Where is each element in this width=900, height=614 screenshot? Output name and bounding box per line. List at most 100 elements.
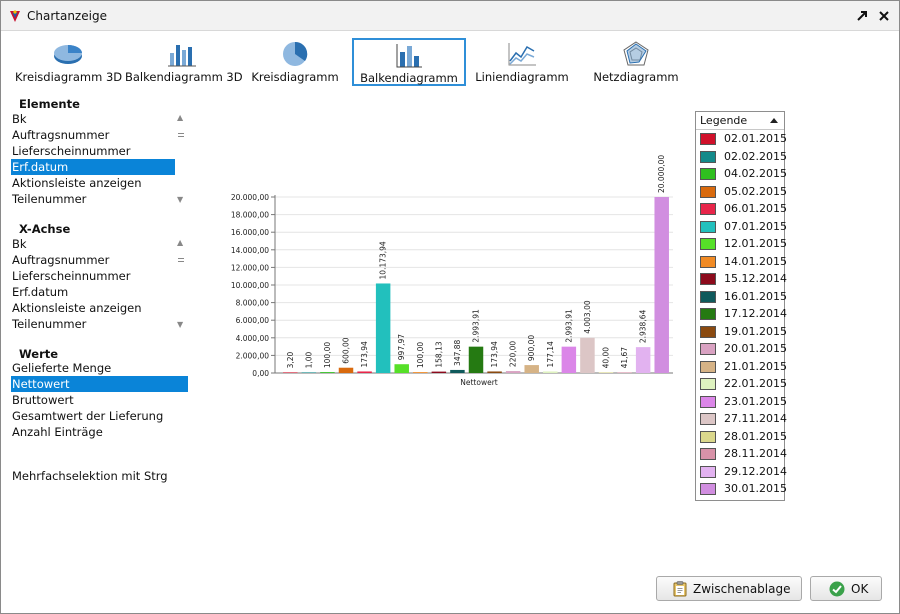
legend-label: 17.12.2014 (724, 307, 787, 320)
legend-swatch (700, 430, 716, 443)
elemente-list[interactable]: Bk Auftragsnummer Lieferscheinnummer Erf… (11, 111, 175, 207)
tool-liniendiagramm[interactable]: Liniendiagramm (475, 39, 569, 87)
clipboard-button[interactable]: Zwischenablage (656, 576, 802, 601)
list-item[interactable]: Gesamtwert der Lieferung (12, 409, 164, 423)
list-item[interactable]: Erf.datum (12, 285, 69, 299)
list-item[interactable]: Auftragsnummer (12, 253, 110, 267)
list-item[interactable]: Aktionsleiste anzeigen (12, 176, 142, 190)
tool-label: Netzdiagramm (593, 70, 679, 84)
line-chart-icon (508, 43, 536, 66)
bar-data-label: 220,00 (509, 341, 518, 367)
tool-balkendiagramm-3d[interactable]: Balkendiagramm 3D (125, 39, 243, 87)
clipboard-icon (673, 580, 687, 596)
tool-label: Kreisdiagramm 3D (15, 70, 123, 84)
tool-kreisdiagramm[interactable]: Kreisdiagramm (251, 39, 339, 87)
y-tick-label: 8.000,00 (236, 299, 270, 308)
bar (580, 337, 595, 373)
legend-swatch (700, 325, 716, 338)
tool-kreisdiagramm-3d[interactable]: Kreisdiagramm 3D (15, 39, 123, 87)
tool-label: Balkendiagramm (360, 71, 458, 85)
list-item-selected[interactable]: Erf.datum (11, 159, 175, 175)
list-item[interactable]: Bk (12, 237, 27, 251)
bar-data-label: 173,94 (360, 341, 369, 367)
bar-data-label: 347,88 (453, 339, 462, 365)
y-tick-label: 2.000,00 (236, 351, 270, 360)
bar-data-label: 20.000,00 (657, 155, 666, 193)
legend-label: 20.01.2015 (724, 342, 787, 355)
legend-header[interactable]: Legende (696, 112, 784, 130)
legend-swatch (700, 290, 716, 303)
bar-data-label: 177,14 (546, 341, 555, 367)
close-icon (879, 11, 889, 21)
list-item-selected[interactable]: Nettowert (11, 376, 188, 392)
list-item[interactable]: Auftragsnummer (12, 128, 110, 142)
bar (617, 372, 632, 373)
legend-label: 19.01.2015 (724, 324, 787, 338)
legend-swatch (700, 483, 716, 495)
scroll-down-icon[interactable]: ▼ (177, 320, 184, 329)
y-tick-label: 0,00 (252, 369, 269, 378)
collapse-caret-icon[interactable] (770, 118, 778, 123)
list-item[interactable]: Lieferscheinnummer (12, 144, 131, 158)
maximize-button[interactable] (853, 7, 871, 25)
legend-swatch (700, 360, 716, 373)
legend-swatch (700, 448, 716, 460)
bar (413, 372, 428, 373)
list-item[interactable]: Anzahl Einträge (12, 425, 103, 439)
legend-label: 29.12.2014 (724, 464, 787, 478)
bar (283, 372, 298, 373)
xachse-list[interactable]: Bk Auftragsnummer Lieferscheinnummer Erf… (11, 236, 175, 332)
bar (431, 371, 447, 373)
tool-label: Kreisdiagramm (251, 70, 339, 84)
bar-data-label: 2.938,64 (639, 310, 648, 344)
bar-data-label: 40,00 (602, 347, 611, 369)
werte-title: Werte (19, 347, 59, 361)
legend-swatch (700, 378, 716, 390)
bar (468, 346, 484, 373)
list-item[interactable]: Bk (12, 112, 27, 126)
legend-label: 22.01.2015 (724, 377, 787, 390)
list-item[interactable]: Lieferscheinnummer (12, 269, 131, 283)
legend-swatch (700, 133, 716, 145)
list-item[interactable]: Bruttowert (12, 393, 74, 407)
list-item[interactable]: Gelieferte Menge (12, 361, 112, 375)
tool-netzdiagramm[interactable]: Netzdiagramm (591, 39, 681, 87)
tool-label: Liniendiagramm (475, 70, 569, 84)
list-item[interactable]: Teilenummer (12, 192, 87, 206)
y-tick-label: 20.000,00 (231, 193, 269, 202)
app-logo-icon (10, 10, 20, 22)
pie-3d-chart-icon (54, 45, 82, 64)
scroll-up-icon[interactable]: ▲ (177, 113, 184, 122)
bar (338, 367, 354, 373)
y-tick-label: 12.000,00 (231, 263, 269, 272)
tool-balkendiagramm[interactable]: Balkendiagramm (352, 38, 466, 86)
ok-button[interactable]: OK (810, 576, 882, 601)
bar (524, 365, 539, 373)
close-button[interactable] (875, 7, 893, 25)
bar-data-label: 100,00 (323, 342, 332, 368)
legend-label: 21.01.2015 (724, 359, 787, 373)
legend-label: 23.01.2015 (724, 394, 787, 408)
legend-label: 02.01.2015 (724, 132, 787, 145)
scroll-up-icon[interactable]: ▲ (177, 238, 184, 247)
bar-data-label: 3,20 (286, 351, 295, 368)
bar-data-label: 100,00 (416, 342, 425, 368)
werte-list[interactable]: Gelieferte Menge Nettowert Bruttowert Ge… (11, 360, 188, 440)
legend-label: 05.02.2015 (724, 184, 787, 198)
bar-data-label: 997,97 (397, 334, 406, 360)
scroll-grip-icon[interactable] (178, 133, 184, 137)
list-item[interactable]: Teilenummer (12, 317, 87, 331)
bar-data-label: 41,67 (620, 347, 629, 369)
bar (487, 371, 502, 373)
legend-swatch (700, 185, 716, 198)
bar-data-label: 4.003,00 (583, 300, 592, 334)
bar (450, 369, 465, 373)
legend-swatch (700, 168, 716, 180)
bar (635, 347, 651, 373)
legend-swatch (700, 273, 716, 285)
scroll-down-icon[interactable]: ▼ (177, 195, 184, 204)
bar (543, 371, 558, 373)
list-item[interactable]: Aktionsleiste anzeigen (12, 301, 142, 315)
scroll-grip-icon[interactable] (178, 258, 184, 262)
